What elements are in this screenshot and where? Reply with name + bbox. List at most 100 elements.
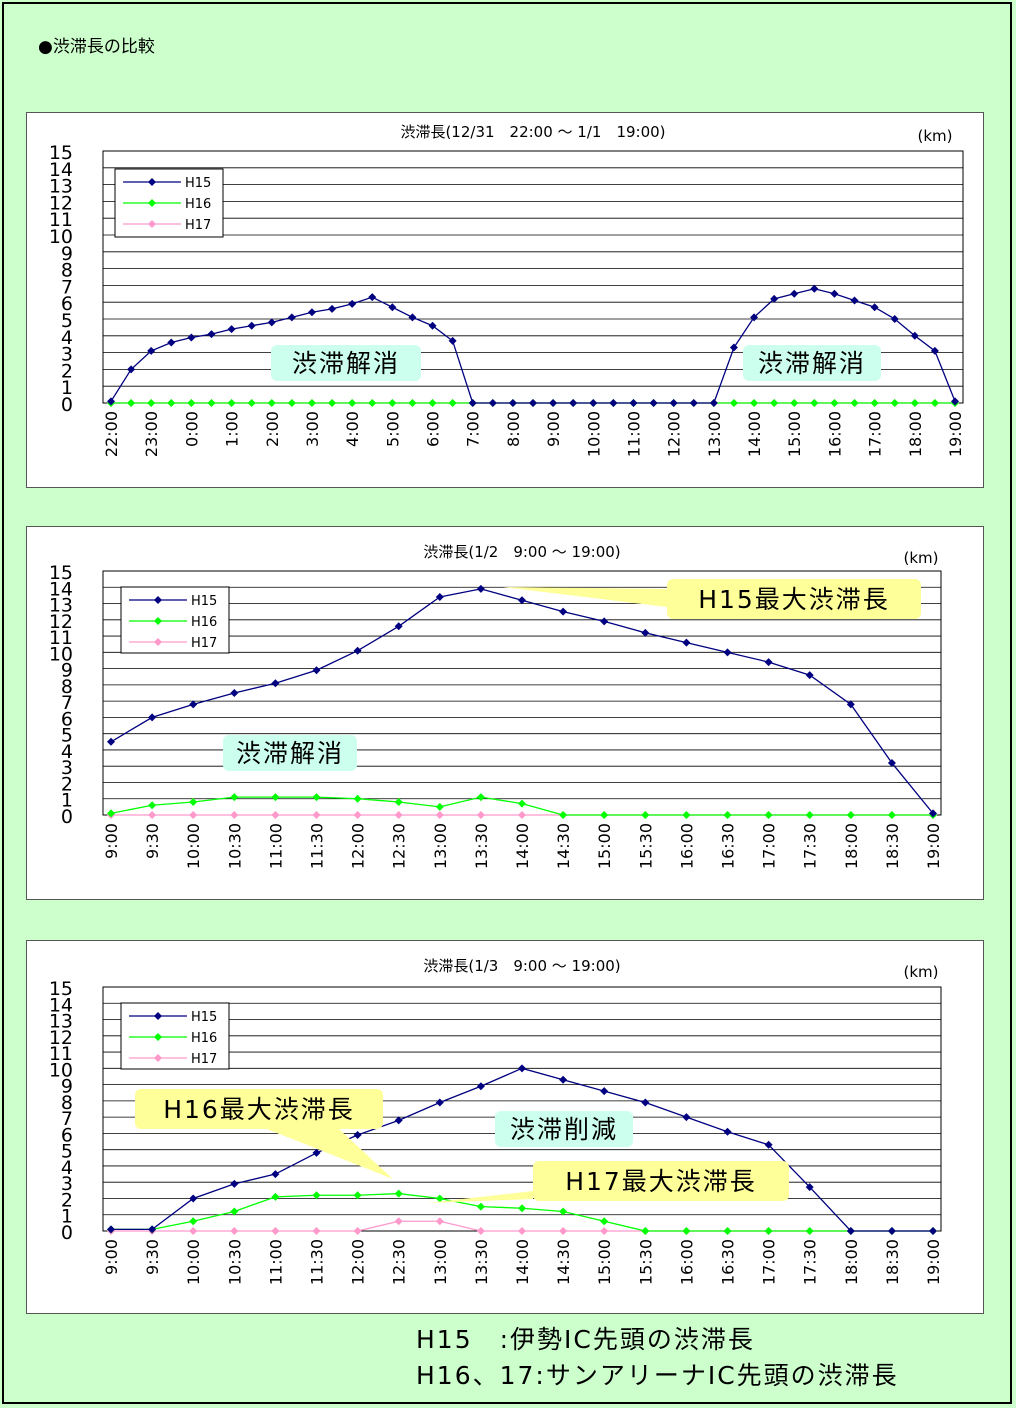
legend-label-h17: H17: [191, 1052, 217, 1067]
callout-pointer: [267, 1129, 393, 1179]
x-tick-label: 17:00: [760, 823, 779, 869]
data-point-h16: [247, 399, 256, 407]
data-point-h15: [930, 346, 939, 355]
x-tick-label: 17:00: [760, 1239, 779, 1285]
x-tick-label: 11:00: [624, 411, 643, 457]
x-tick-label: 16:30: [719, 823, 738, 869]
data-point-h15: [107, 737, 115, 746]
data-point-h16: [890, 399, 899, 407]
callout-label: H15最大渋滞長: [698, 585, 890, 614]
callout-label: H16最大渋滞長: [163, 1095, 355, 1124]
y-tick-label: 0: [61, 806, 73, 828]
data-point-h17: [353, 811, 362, 819]
data-point-h16: [428, 399, 437, 407]
x-tick-label: 10:30: [225, 823, 244, 869]
y-tick-label: 13: [49, 176, 73, 198]
x-tick-label: 7:00: [464, 411, 483, 447]
data-point-h15: [549, 399, 558, 407]
y-tick-label: 13: [49, 1011, 73, 1033]
legend-marker: [148, 199, 156, 207]
x-tick-label: 9:00: [102, 823, 121, 859]
data-point-h16: [271, 793, 280, 802]
x-tick-label: 15:00: [785, 411, 804, 457]
data-point-h16: [287, 399, 296, 407]
data-point-h17: [271, 1227, 280, 1235]
legend-marker: [154, 1033, 162, 1041]
data-point-h17: [312, 811, 321, 819]
data-point-h15: [609, 399, 618, 407]
x-tick-label: 9:00: [102, 1239, 121, 1275]
x-tick-label: 18:00: [906, 411, 925, 457]
data-point-h16: [189, 1217, 198, 1226]
data-point-h16: [810, 399, 819, 407]
y-tick-label: 14: [49, 159, 73, 181]
data-point-h17: [559, 1227, 568, 1235]
x-tick-label: 12:30: [390, 1239, 409, 1285]
x-tick-label: 10:00: [184, 823, 203, 869]
legend-marker: [154, 1012, 162, 1020]
legend-label-h16: H16: [191, 615, 217, 630]
data-point-h15: [529, 399, 537, 407]
x-tick-label: 11:00: [266, 1239, 285, 1285]
footnote-h16-h17: H16、17:サンアリーナIC先頭の渋滞長: [416, 1361, 899, 1390]
data-point-h17: [518, 811, 526, 819]
y-tick-label: 10: [49, 1059, 73, 1081]
data-point-h15: [148, 713, 157, 722]
data-point-h15: [846, 1227, 855, 1235]
data-point-h15: [805, 1183, 814, 1192]
data-point-h15: [189, 700, 198, 709]
y-tick-label: 3: [61, 1173, 73, 1195]
y-tick-label: 2: [61, 1189, 73, 1211]
y-tick-label: 13: [49, 595, 73, 617]
legend-marker: [154, 617, 162, 625]
x-tick-label: 23:00: [142, 411, 161, 457]
data-point-h15: [408, 313, 417, 322]
data-point-h15: [810, 284, 819, 293]
x-tick-label: 13:00: [705, 411, 724, 457]
y-tick-label: 4: [61, 327, 73, 349]
data-point-h16: [167, 399, 176, 407]
data-point-h15: [328, 304, 337, 313]
data-point-h16: [448, 399, 457, 407]
y-tick-label: 4: [61, 1157, 73, 1179]
data-point-h15: [682, 638, 691, 647]
y-tick-label: 9: [61, 243, 73, 265]
callout-label: 渋滞解消: [292, 349, 400, 378]
x-tick-label: 14:30: [554, 823, 573, 869]
data-point-h17: [271, 811, 280, 819]
data-point-h17: [189, 1227, 198, 1235]
data-point-h15: [689, 399, 698, 407]
x-tick-label: 11:00: [266, 823, 285, 869]
data-point-h15: [353, 646, 362, 655]
data-point-h15: [518, 596, 526, 605]
data-point-h16: [394, 797, 403, 806]
data-point-h15: [649, 399, 658, 407]
data-point-h16: [307, 399, 316, 407]
data-point-h15: [247, 321, 256, 330]
x-tick-label: 18:00: [842, 1239, 861, 1285]
data-point-h16: [764, 1227, 773, 1235]
data-point-h15: [890, 315, 899, 323]
legend-marker: [154, 596, 162, 604]
legend-label-h16: H16: [185, 197, 211, 212]
data-point-h17: [353, 1227, 362, 1235]
data-point-h15: [518, 1064, 526, 1073]
x-tick-label: 18:00: [842, 823, 861, 869]
data-point-h15: [271, 1170, 280, 1179]
data-point-h15: [641, 1098, 650, 1107]
data-point-h16: [127, 399, 136, 407]
x-tick-label: 9:30: [143, 1239, 162, 1275]
x-tick-label: 13:30: [472, 1239, 491, 1285]
x-tick-label: 15:30: [636, 823, 655, 869]
data-point-h15: [189, 1194, 198, 1203]
data-point-h16: [267, 399, 276, 407]
data-point-h17: [600, 1227, 609, 1235]
data-point-h17: [476, 1227, 485, 1235]
y-tick-label: 14: [49, 994, 73, 1016]
data-point-h15: [846, 700, 855, 709]
y-tick-label: 12: [49, 192, 73, 214]
data-point-h15: [476, 1082, 485, 1091]
x-tick-label: 14:00: [513, 1239, 532, 1285]
data-point-h15: [850, 296, 859, 305]
x-tick-label: 12:00: [349, 823, 368, 869]
